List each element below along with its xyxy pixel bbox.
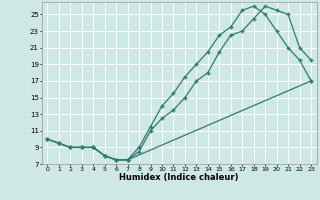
X-axis label: Humidex (Indice chaleur): Humidex (Indice chaleur) — [119, 173, 239, 182]
